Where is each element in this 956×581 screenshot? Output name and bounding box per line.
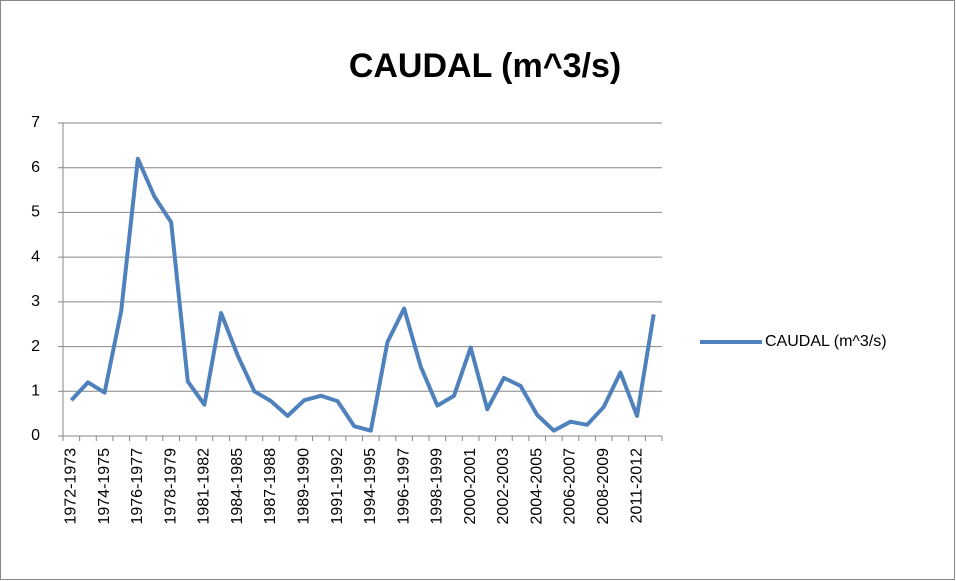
- legend-label: CAUDAL (m^3/s): [765, 333, 887, 350]
- x-tick-label: 2002-2003: [495, 448, 512, 525]
- x-tick-label: 1994-1995: [362, 448, 379, 525]
- x-tick-label: 1996-1997: [395, 448, 412, 525]
- y-tick-label: 6: [31, 159, 40, 176]
- y-tick-label: 2: [31, 338, 40, 355]
- x-tick-label: 2004-2005: [528, 448, 545, 525]
- y-tick-label: 1: [31, 383, 40, 400]
- data-line: [69, 156, 656, 433]
- x-tick-label: 1984-1985: [229, 448, 246, 525]
- x-tick-label: 2000-2001: [462, 448, 479, 525]
- x-tick-label: 1991-1992: [329, 448, 346, 525]
- x-tick-label: 2011-2012: [628, 448, 645, 523]
- chart-title: CAUDAL (m^3/s): [349, 47, 621, 85]
- x-tick-label: 2006-2007: [562, 448, 579, 525]
- y-tick-label: 5: [31, 204, 40, 221]
- y-tick-label: 4: [31, 248, 40, 265]
- y-tick-label: 0: [31, 427, 40, 444]
- x-tick-label: 1989-1990: [295, 448, 312, 525]
- y-tick-label: 3: [31, 293, 40, 310]
- x-tick-label: 1976-1977: [129, 448, 146, 525]
- x-tick-label: 1987-1988: [262, 448, 279, 525]
- y-tick-label: 7: [31, 114, 40, 131]
- x-tick-label: 1998-1999: [429, 448, 446, 525]
- x-tick-label: 1974-1975: [96, 448, 113, 525]
- x-tick-label: 2008-2009: [595, 448, 612, 525]
- x-tick-label: 1972-1973: [63, 448, 80, 525]
- x-tick-label: 1978-1979: [162, 448, 179, 525]
- x-tick-label: 1981-1982: [196, 448, 213, 525]
